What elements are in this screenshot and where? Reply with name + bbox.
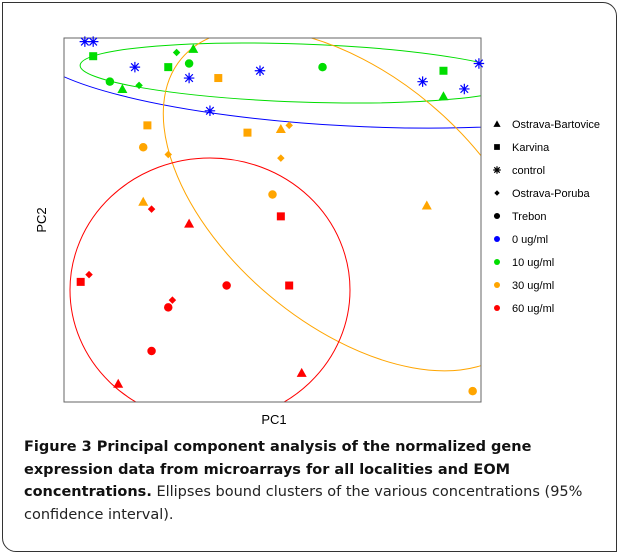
data-point <box>421 200 432 210</box>
color-swatch-icon <box>494 259 500 265</box>
data-point <box>164 63 173 72</box>
data-point <box>184 218 195 228</box>
pca-scatter-chart: PC1 PC2 Ostrava-BartoviceKarvinacontrolO… <box>34 36 600 427</box>
legend-item: Ostrava-Poruba <box>494 188 591 200</box>
asterisk-marker-icon <box>493 166 501 174</box>
data-point <box>113 378 124 388</box>
data-point <box>147 205 156 213</box>
y-axis-label: PC2 <box>34 207 49 232</box>
data-point <box>296 367 307 377</box>
triangle-marker-icon <box>493 120 501 127</box>
legend-label: Ostrava-Bartovice <box>512 119 600 131</box>
legend-item: 60 ug/ml <box>494 303 554 315</box>
data-point <box>183 72 195 84</box>
legend-item: 10 ug/ml <box>494 257 554 269</box>
data-point <box>76 277 85 286</box>
legend-item: Karvina <box>494 142 550 154</box>
data-point <box>268 190 277 199</box>
data-point <box>87 36 99 47</box>
data-point <box>243 128 252 137</box>
legend-item: Ostrava-Bartovice <box>493 119 600 131</box>
legend-label: control <box>512 165 545 177</box>
ellipse-30-ug-ml <box>162 38 481 372</box>
figure-caption: Figure 3 Principal component analysis of… <box>24 436 602 526</box>
data-point <box>135 81 143 90</box>
legend-label: 60 ug/ml <box>512 303 554 315</box>
data-point <box>275 124 286 133</box>
color-swatch-icon <box>494 236 500 242</box>
legend-item: Trebon <box>493 211 546 223</box>
confidence-ellipses <box>64 38 481 402</box>
legend-item: control <box>493 165 545 177</box>
circle-marker-icon <box>493 212 501 220</box>
legend-item: 30 ug/ml <box>494 280 554 292</box>
data-point <box>285 121 293 130</box>
data-point <box>417 76 428 87</box>
data-point <box>254 65 266 77</box>
data-point <box>188 43 199 53</box>
data-point <box>318 62 327 72</box>
data-point <box>222 281 231 290</box>
data-point <box>204 105 216 117</box>
data-point <box>147 346 156 356</box>
data-point <box>79 36 91 47</box>
legend: Ostrava-Bartovice Karvina control Ostrava-P… <box>493 119 600 315</box>
legend-label: Trebon <box>512 211 546 223</box>
data-point <box>214 74 223 83</box>
legend-label: 30 ug/ml <box>512 280 554 292</box>
color-swatch-icon <box>494 305 500 311</box>
data-point <box>129 61 141 73</box>
data-point <box>439 66 448 75</box>
square-marker-icon <box>494 144 500 150</box>
data-point <box>138 142 148 152</box>
data-point <box>172 48 181 57</box>
legend-label: 10 ug/ml <box>512 257 554 269</box>
data-point <box>117 83 128 93</box>
data-points <box>76 36 485 396</box>
data-point <box>459 83 470 95</box>
legend-label: Karvina <box>512 142 550 154</box>
ellipse-0-ug-ml <box>64 38 481 129</box>
data-point <box>277 154 285 162</box>
legend-item: 0 ug/ml <box>494 234 548 246</box>
ellipse-60-ug-ml <box>69 157 351 402</box>
data-point <box>468 386 477 396</box>
ellipse-10-ug-ml <box>79 42 481 104</box>
diamond-marker-icon <box>494 190 500 196</box>
data-point <box>164 303 173 312</box>
legend-label: Ostrava-Poruba <box>512 188 591 200</box>
figure-card <box>2 2 617 552</box>
data-point <box>164 150 172 159</box>
data-point <box>168 296 177 304</box>
color-swatch-icon <box>494 282 500 288</box>
caption-body: Ellipses bound clusters of the various c… <box>24 484 583 523</box>
plot-frame <box>63 37 482 403</box>
data-point <box>473 58 485 69</box>
caption-title: Figure 3 Principal component analysis of… <box>24 439 532 500</box>
legend-label: 0 ug/ml <box>512 234 548 246</box>
data-point <box>105 77 115 86</box>
data-point <box>89 52 98 61</box>
data-point <box>438 91 449 101</box>
data-point <box>285 281 294 290</box>
x-axis-label: PC1 <box>261 412 286 427</box>
data-point <box>143 121 152 130</box>
data-point <box>85 270 93 279</box>
data-point <box>276 212 285 221</box>
data-point <box>184 59 194 68</box>
data-point <box>138 196 149 206</box>
